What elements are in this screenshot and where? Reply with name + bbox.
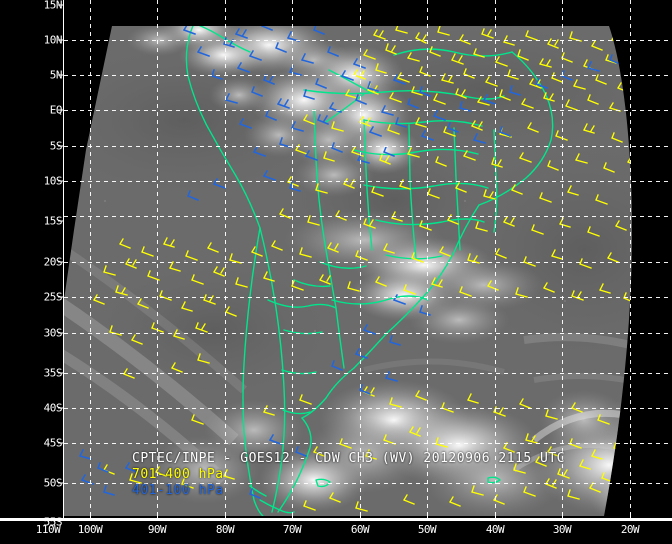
gridline-lon-90W: [157, 0, 158, 518]
xtick-label-40W: 40W: [485, 523, 505, 536]
xtick-mark-50W: [427, 512, 428, 519]
ytick-label-40S: 40S: [43, 401, 63, 415]
xtick-mark-60W: [360, 512, 361, 519]
xtick-mark-30W: [562, 512, 563, 519]
gridline-lon-20W: [630, 0, 631, 518]
ytick-label-20S: 20S: [43, 255, 63, 269]
gridline-lat-30S: [64, 333, 672, 334]
gridline-lat-20S: [64, 262, 672, 263]
ytick-mark-15N: [58, 4, 64, 6]
ytick-mark-50S: [58, 482, 64, 484]
ytick-label-5N: 5N: [49, 68, 63, 82]
xtick-label-30W: 30W: [552, 523, 572, 536]
xtick-label-20W: 20W: [620, 523, 640, 536]
ytick-label-30S: 30S: [43, 326, 63, 340]
gridline-lon-50W: [427, 0, 428, 518]
gridline-lat-35S: [64, 373, 672, 374]
ytick-label-15S: 15S: [43, 214, 63, 228]
xtick-mark-70W: [292, 512, 293, 519]
xtick-mark-80W: [225, 512, 226, 519]
satellite-imagery: [64, 0, 672, 518]
ytick-mark-45S: [58, 442, 64, 444]
axis-bottom: [0, 518, 672, 521]
ytick-mark-20S: [58, 261, 64, 263]
xtick-mark-90W: [157, 512, 158, 519]
xtick-mark-20W: [630, 512, 631, 519]
xtick-label-100W: 100W: [77, 523, 103, 536]
xtick-label-60W: 60W: [350, 523, 370, 536]
ytick-mark-35S: [58, 372, 64, 374]
gridline-lat-5S: [64, 146, 672, 147]
gridline-lon-40W: [495, 0, 496, 518]
map-plot-area: CPTEC/INPE - GOES12 - CDW CH3 (WV) 20120…: [64, 0, 672, 518]
xtick-label-110W: 110W: [35, 523, 61, 536]
gridline-lat-EQ: [64, 110, 672, 111]
gridline-lat-10S: [64, 181, 672, 182]
ytick-label-10N: 10N: [43, 33, 63, 47]
xtick-mark-40W: [495, 512, 496, 519]
ytick-label-45S: 45S: [43, 436, 63, 450]
ytick-mark-25S: [58, 296, 64, 298]
axis-left: [63, 0, 64, 519]
ytick-label-10S: 10S: [43, 174, 63, 188]
gridline-lon-70W: [292, 0, 293, 518]
gridline-lon-100W: [90, 0, 91, 518]
gridline-lat-15S: [64, 216, 672, 217]
xtick-label-70W: 70W: [282, 523, 302, 536]
ytick-mark-15S: [58, 220, 64, 222]
gridline-lat-10N: [64, 40, 672, 41]
gridline-lon-80W: [225, 0, 226, 518]
gridline-lat-25S: [64, 297, 672, 298]
ytick-mark-EQ: [58, 109, 64, 111]
ytick-label-55S: 55S: [43, 515, 63, 529]
ytick-label-15N: 15N: [43, 0, 63, 12]
xtick-label-50W: 50W: [417, 523, 437, 536]
ytick-mark-10S: [58, 180, 64, 182]
gridline-lat-5N: [64, 75, 672, 76]
ytick-mark-40S: [58, 407, 64, 409]
ytick-mark-5S: [58, 145, 64, 147]
xtick-mark-100W: [90, 512, 91, 519]
ytick-mark-30S: [58, 332, 64, 334]
gridline-lat-45S: [64, 443, 672, 444]
ytick-label-5S: 5S: [49, 139, 63, 153]
gridline-lon-30W: [562, 0, 563, 518]
ytick-mark-5N: [58, 74, 64, 76]
gridline-lat-50S: [64, 483, 672, 484]
ytick-mark-10N: [58, 39, 64, 41]
ytick-label-35S: 35S: [43, 366, 63, 380]
gridline-lat-40S: [64, 408, 672, 409]
ytick-label-25S: 25S: [43, 290, 63, 304]
xtick-label-90W: 90W: [147, 523, 167, 536]
ytick-label-50S: 50S: [43, 476, 63, 490]
xtick-label-80W: 80W: [215, 523, 235, 536]
ytick-label-EQ: EQ: [49, 103, 63, 117]
gridline-lon-60W: [360, 0, 361, 518]
